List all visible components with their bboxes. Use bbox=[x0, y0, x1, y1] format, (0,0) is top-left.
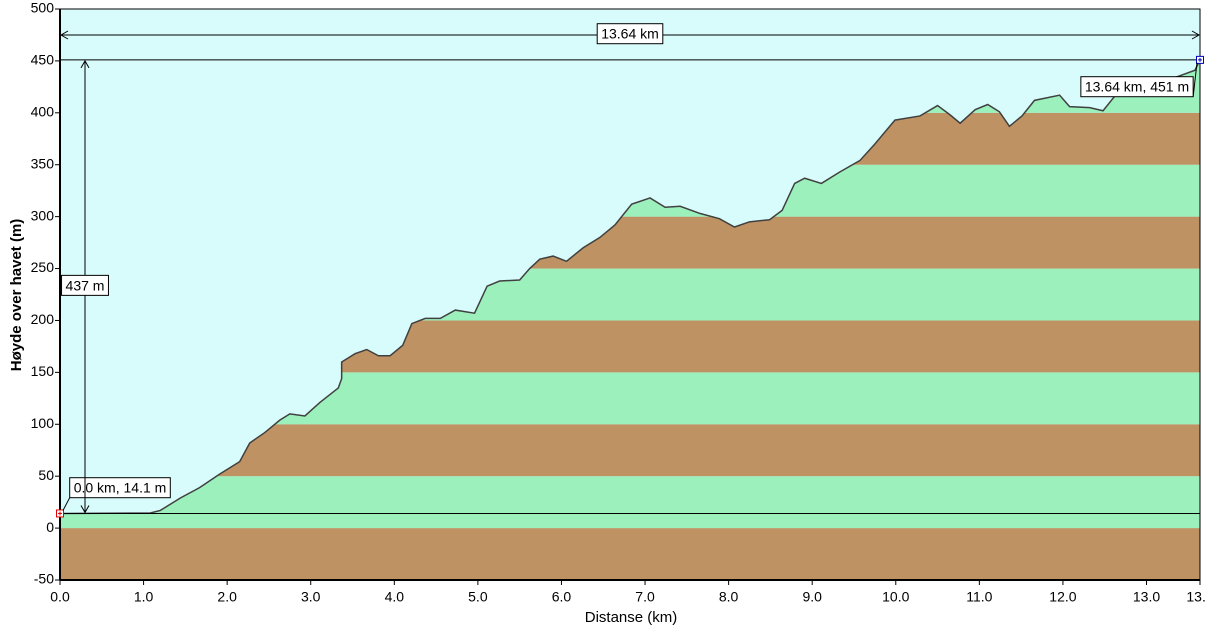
profile-line bbox=[59, 59, 1201, 515]
arrow bbox=[80, 59, 90, 69]
y-tick-label: 200 bbox=[31, 311, 55, 327]
y-tick-label: 100 bbox=[31, 415, 55, 431]
y-tick-label: 400 bbox=[31, 104, 55, 120]
distance-label-box bbox=[596, 23, 664, 45]
y-tick-label: 0 bbox=[46, 519, 54, 535]
climb-label-box bbox=[61, 274, 109, 296]
x-tick-label: 11.0 bbox=[966, 589, 992, 605]
elevation-band bbox=[60, 528, 1200, 580]
point-label: 0.0 km, 14.1 m bbox=[74, 480, 167, 496]
x-tick-label: 3.0 bbox=[301, 589, 321, 605]
y-tick-label: 500 bbox=[31, 0, 55, 16]
x-tick-label: 13.0 bbox=[1133, 589, 1160, 605]
x-tick-label: 6.0 bbox=[552, 589, 572, 605]
x-tick-label: 10.0 bbox=[882, 589, 909, 605]
y-axis-label: Høyde over havet (m) bbox=[8, 219, 25, 372]
y-tick-label: 300 bbox=[31, 207, 55, 223]
x-tick-label: 4.0 bbox=[385, 589, 405, 605]
x-tick-label: 0.0 bbox=[50, 589, 70, 605]
climb-label: 437 m bbox=[66, 277, 105, 293]
x-tick-label: 5.0 bbox=[468, 589, 488, 605]
y-tick-label: 450 bbox=[31, 52, 55, 68]
x-tick-label: 8.0 bbox=[719, 589, 739, 605]
x-axis-label: Distanse (km) bbox=[585, 609, 678, 626]
arrow bbox=[59, 30, 69, 40]
y-tick-label: 250 bbox=[31, 259, 55, 275]
y-tick-label: 350 bbox=[31, 155, 55, 171]
elevation-band bbox=[60, 476, 1200, 529]
leader bbox=[1192, 62, 1198, 97]
y-tick-label: 50 bbox=[38, 467, 54, 483]
distance-label: 13.64 km bbox=[601, 26, 659, 42]
arrow bbox=[80, 505, 90, 514]
x-tick-label: 13.6 bbox=[1186, 589, 1205, 605]
x-tick-label: 12.0 bbox=[1049, 589, 1076, 605]
x-tick-label: 9.0 bbox=[802, 589, 822, 605]
x-tick-label: 1.0 bbox=[134, 589, 154, 605]
leader bbox=[62, 497, 71, 511]
y-tick-label: -50 bbox=[34, 571, 54, 587]
y-tick-label: 150 bbox=[31, 363, 55, 379]
x-tick-label: 2.0 bbox=[217, 589, 237, 605]
arrow bbox=[1191, 30, 1201, 40]
x-tick-label: 7.0 bbox=[635, 589, 655, 605]
point-label: 13.64 km, 451 m bbox=[1085, 79, 1189, 95]
point-label-box bbox=[1080, 76, 1194, 98]
point-label-box bbox=[69, 477, 171, 499]
